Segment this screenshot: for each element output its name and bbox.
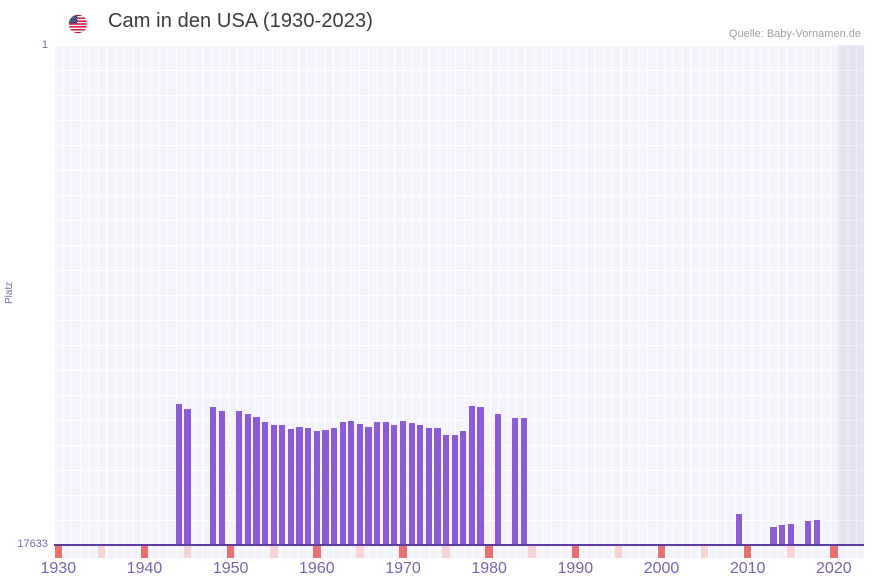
x-axis-major-tick (226, 546, 235, 558)
y-axis-title: Platz (4, 281, 15, 305)
x-axis-minor-tick (700, 546, 709, 558)
x-axis-minor-tick (269, 546, 278, 558)
x-axis-major-tick (54, 546, 63, 558)
y-axis-bottom-tick-label: 17633 (17, 538, 48, 550)
x-axis-minor-tick (442, 546, 450, 558)
x-axis-minor-tick (786, 546, 795, 558)
bar[interactable] (184, 409, 191, 545)
bar[interactable] (520, 417, 527, 545)
bar[interactable] (175, 403, 183, 545)
bar[interactable] (262, 422, 269, 545)
x-axis-tick-label: 1930 (40, 560, 77, 577)
bar[interactable] (451, 434, 458, 545)
bar[interactable] (330, 428, 338, 545)
x-axis-tick-label: 2020 (816, 560, 852, 577)
bar[interactable] (425, 427, 432, 545)
bar[interactable] (382, 421, 389, 545)
y-axis: 1 17633 (0, 39, 54, 550)
bar[interactable] (813, 519, 820, 545)
bar[interactable] (434, 428, 441, 545)
bar[interactable] (236, 411, 243, 545)
x-axis-tick-label: 2010 (729, 560, 766, 577)
bar[interactable] (305, 428, 312, 545)
x-axis-major-tick (485, 546, 493, 558)
bar[interactable] (218, 410, 226, 545)
bar[interactable] (511, 417, 519, 545)
x-axis-major-tick (140, 546, 149, 558)
bar[interactable] (735, 514, 743, 545)
bar[interactable] (460, 431, 467, 545)
x-axis-tick-label: 1960 (299, 560, 335, 577)
bar[interactable] (270, 424, 277, 545)
x-axis-major-tick (657, 546, 666, 558)
bar[interactable] (313, 431, 320, 545)
us-flag-icon (68, 14, 88, 34)
bar[interactable] (408, 422, 415, 545)
x-axis-minor-tick (614, 546, 623, 558)
x-axis-minor-tick (356, 546, 364, 558)
bar[interactable] (391, 424, 398, 545)
bar[interactable] (365, 426, 372, 545)
x-axis-major-tick (571, 546, 580, 558)
bars-layer (54, 45, 864, 545)
x-axis-minor-tick (183, 546, 192, 558)
x-axis-major-tick (399, 546, 407, 558)
bar[interactable] (348, 421, 355, 545)
x-axis-tick-label: 1980 (471, 560, 507, 577)
bar[interactable] (287, 428, 295, 545)
y-axis-top-tick-label: 1 (41, 39, 48, 51)
bar[interactable] (339, 422, 346, 545)
page-title: Cam in den USA (1930-2023) (108, 10, 373, 32)
x-axis-tick-strip (54, 546, 864, 558)
source-attribution: Quelle: Baby-Vornamen.de (728, 28, 861, 40)
bar[interactable] (494, 413, 501, 545)
x-axis-tick-label: 1940 (126, 560, 163, 577)
x-axis-major-tick (743, 546, 752, 558)
bar[interactable] (253, 417, 260, 545)
x-axis-minor-tick (97, 546, 106, 558)
x-axis-minor-tick (528, 546, 537, 558)
bar[interactable] (779, 525, 786, 545)
bar[interactable] (477, 407, 484, 545)
x-axis-tick-label: 1990 (557, 560, 594, 577)
x-axis-tick-label: 2000 (643, 560, 680, 577)
bar[interactable] (356, 423, 363, 545)
x-axis-tick-label: 1950 (212, 560, 249, 577)
x-axis-major-tick (313, 546, 321, 558)
bar[interactable] (399, 420, 407, 545)
bar[interactable] (417, 424, 424, 545)
bar[interactable] (322, 429, 329, 545)
plot-area (54, 45, 864, 545)
bar[interactable] (244, 414, 251, 545)
bar[interactable] (804, 520, 812, 545)
bar[interactable] (442, 434, 450, 545)
bar[interactable] (296, 427, 303, 545)
bar[interactable] (468, 406, 475, 545)
bar[interactable] (787, 523, 794, 545)
bar[interactable] (770, 527, 777, 545)
x-axis-line (54, 544, 864, 546)
x-axis-major-tick (830, 546, 838, 558)
bar[interactable] (374, 422, 381, 545)
bar[interactable] (279, 424, 286, 545)
x-axis-tick-label: 1970 (385, 560, 421, 577)
chart-header: Cam in den USA (1930-2023) Quelle: Baby-… (0, 0, 873, 46)
bar[interactable] (210, 406, 217, 545)
